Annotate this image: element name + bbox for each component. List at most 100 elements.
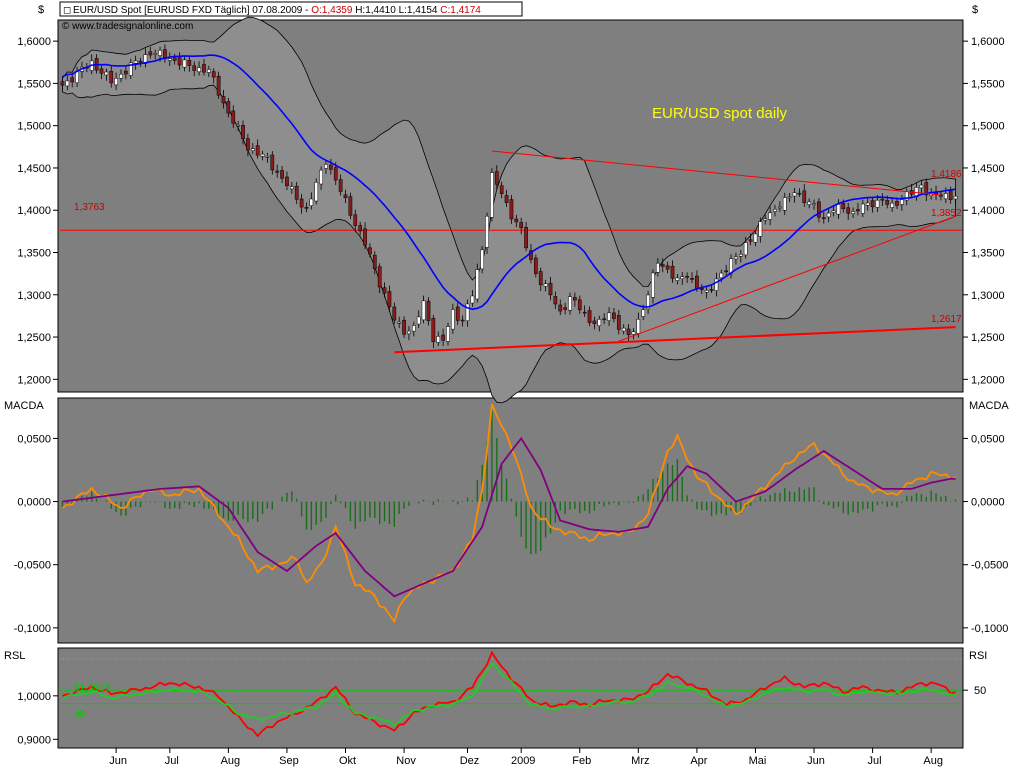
candle-body [148,51,153,56]
candle [743,236,748,259]
moving-average-line [62,54,956,311]
candle [685,272,689,283]
candle-body [455,306,460,321]
candle [397,316,402,329]
candle [109,65,114,88]
candle-body [807,201,811,205]
candle [519,217,524,235]
candle [187,55,192,72]
candle [348,192,353,220]
candle [65,75,70,91]
candle-body [714,278,719,291]
candle-body [548,282,553,296]
candle-body [524,227,528,249]
candle [207,65,211,77]
candle [621,324,626,335]
candle-body [270,154,275,171]
x-tick-label: Aug [221,755,241,767]
header-instrument: EUR/USD Spot [EURUSD FXD Täglich] 07.08.… [73,5,311,16]
price-tick-label-right: 1,5000 [971,121,1005,133]
candle-body [353,214,358,226]
candle-body [856,209,860,212]
candle [99,65,104,80]
candle [607,307,611,327]
candle [226,97,231,118]
candle [851,207,855,219]
candle-body [660,264,665,267]
candle-body [509,199,514,220]
rsi-line [61,662,956,728]
candle [533,254,538,278]
x-tick-label: Nov [396,755,416,767]
candle-body [607,312,611,321]
candle [548,276,553,301]
candle [490,168,494,222]
candle [455,302,460,325]
rsl-layer [60,650,962,738]
candle-body [207,69,211,73]
candle-body [670,265,675,279]
x-tick-label: Sep [279,755,299,767]
candle-body [582,311,587,314]
candle [382,282,387,298]
candle [216,71,221,99]
macd-tick-label-left: 0,0500 [17,433,51,445]
candle-body [158,50,162,56]
candle [177,52,182,71]
candle-body [236,124,240,127]
candle-body [475,269,480,300]
candle [690,272,694,284]
candle [787,192,792,203]
price-tick-label-left: 1,3500 [17,248,51,260]
candle [182,55,187,72]
candle [358,221,362,236]
price-tick-label-left: 1,5500 [17,78,51,90]
candle [660,258,665,273]
candle-body [372,254,377,269]
candle-body [597,319,602,327]
candle [138,57,143,67]
candle-body [626,328,631,335]
price-tick-label-right: 1,3000 [971,290,1005,302]
candle-body [792,192,797,197]
trendline-lower-label: 1,3852 [931,208,962,219]
candle [514,214,519,228]
rsi-tick-label-right: 50 [974,685,986,697]
candle [900,195,904,211]
candle-body [924,182,929,196]
x-tick-label: Jun [807,755,825,767]
candle-body [333,167,338,181]
candle [285,171,289,191]
price-tick-label-right: 1,5500 [971,78,1005,90]
candle-body [143,54,148,64]
candle-body [411,325,416,332]
candle [353,209,358,233]
candle [773,204,777,217]
candle-body [821,217,826,219]
candle [870,196,875,213]
candle-body [690,278,694,280]
currency-right: $ [972,4,978,16]
candle-body [275,170,280,173]
candle [480,246,485,274]
candle-body [704,290,709,293]
candle-body [543,283,548,287]
candle [402,316,406,339]
candle-body [753,233,758,243]
candle-body [553,296,558,305]
x-tick-label: Okt [339,755,356,767]
candle [270,151,275,175]
macd-layer [61,403,957,624]
candle-body [919,184,924,189]
candle-body [153,53,158,55]
candle-body [685,276,689,278]
candle [880,193,885,207]
candle [831,205,836,217]
candle [465,299,470,327]
candle [250,143,255,155]
x-tick-label: Dez [460,755,480,767]
candle-body [348,196,353,216]
header-low: L:1,4154 [399,5,438,16]
candle-body [480,249,485,270]
